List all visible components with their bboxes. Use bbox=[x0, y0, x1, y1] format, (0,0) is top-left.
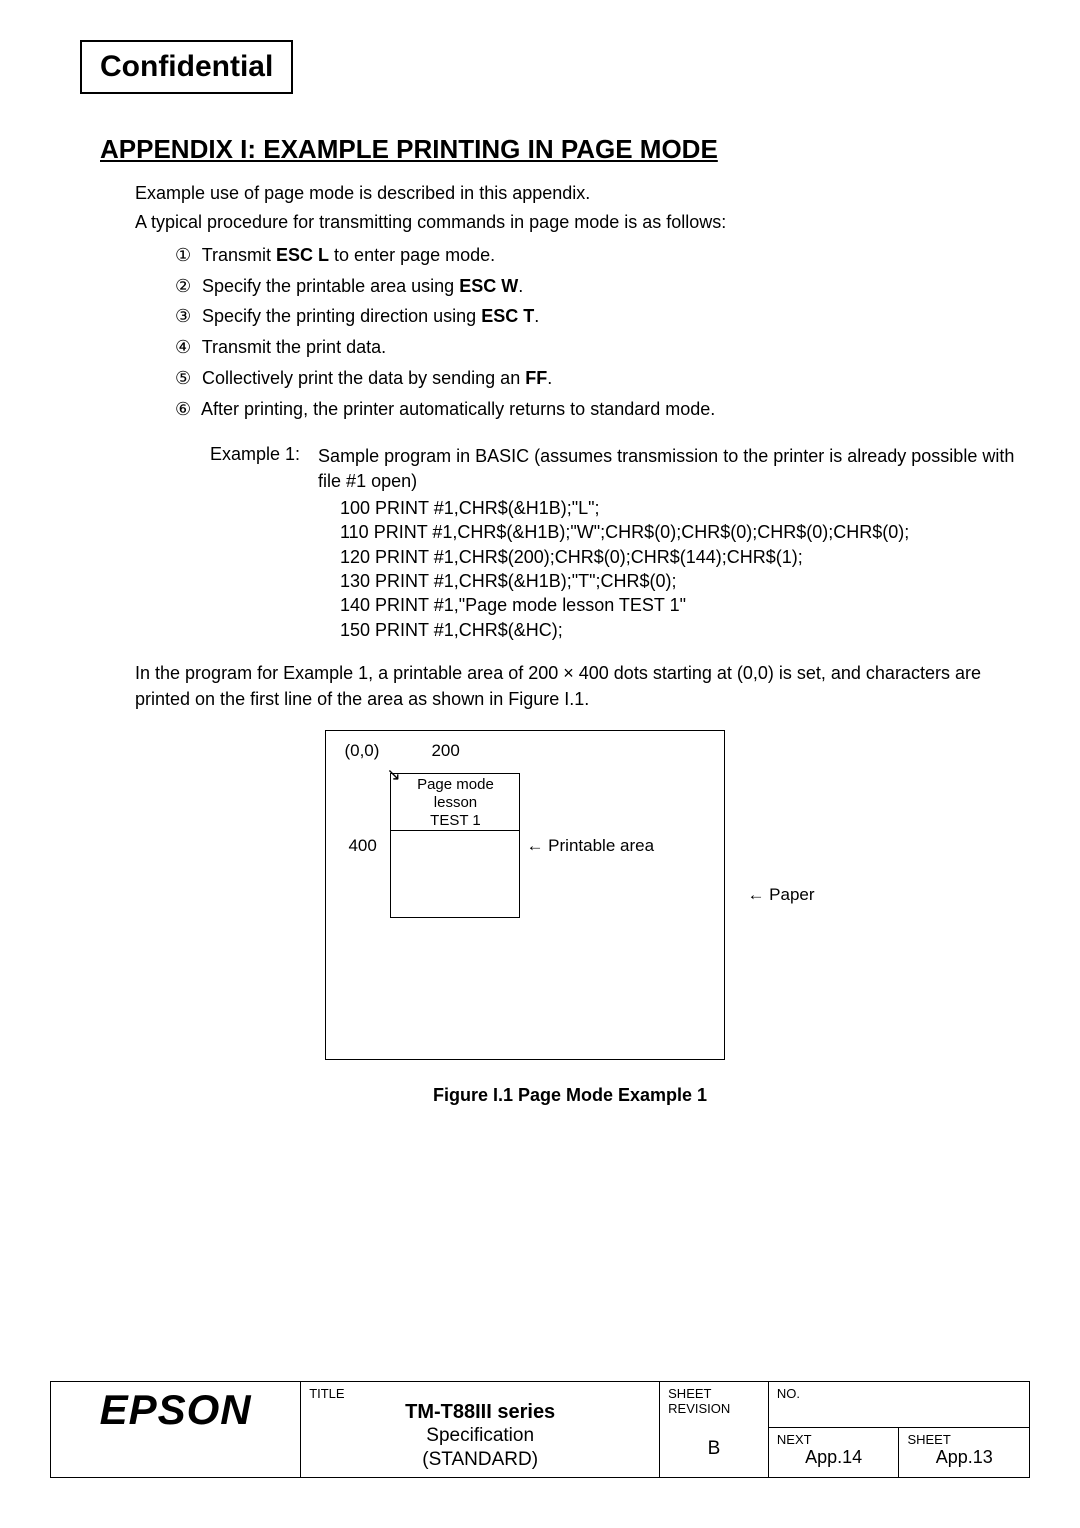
example-row: Example 1: Sample program in BASIC (assu… bbox=[210, 444, 1020, 494]
step-pre: Transmit bbox=[202, 245, 276, 265]
step-pre: Specify the printable area using bbox=[202, 276, 459, 296]
figure-caption: Figure I.1 Page Mode Example 1 bbox=[120, 1085, 1020, 1106]
example-desc: Sample program in BASIC (assumes transmi… bbox=[318, 444, 1020, 494]
step-bold: FF bbox=[525, 368, 547, 388]
step-bold: ESC L bbox=[276, 245, 329, 265]
revision-label: REVISION bbox=[668, 1401, 760, 1416]
next-cell: NEXT App.14 bbox=[768, 1428, 899, 1478]
origin-label: (0,0) bbox=[344, 741, 379, 761]
epson-logo: EPSON bbox=[59, 1386, 292, 1434]
code-line: 100 PRINT #1,CHR$(&H1B);"L"; bbox=[340, 496, 1020, 520]
example-label: Example 1: bbox=[210, 444, 300, 494]
step-1: ① Transmit ESC L to enter page mode. bbox=[175, 241, 1020, 270]
step-6: ⑥ After printing, the printer automatica… bbox=[175, 395, 1020, 424]
revision-letter: B bbox=[668, 1416, 760, 1460]
printable-box-text: Page mode lesson TEST 1 bbox=[391, 774, 519, 831]
code-block: 100 PRINT #1,CHR$(&H1B);"L"; 110 PRINT #… bbox=[340, 496, 1020, 642]
sheet-col-label: SHEET bbox=[907, 1432, 1021, 1447]
code-line: 110 PRINT #1,CHR$(&H1B);"W";CHR$(0);CHR$… bbox=[340, 520, 1020, 544]
step-pre: Collectively print the data by sending a… bbox=[202, 368, 525, 388]
step-num: ① bbox=[175, 241, 197, 270]
no-cell: NO. bbox=[768, 1381, 1029, 1428]
pb-line1: Page mode lesson bbox=[417, 776, 494, 811]
confidential-box: Confidential bbox=[80, 40, 293, 94]
procedure-intro: A typical procedure for transmitting com… bbox=[135, 212, 1020, 233]
step-num: ④ bbox=[175, 333, 197, 362]
step-pre: Transmit the print data. bbox=[202, 337, 386, 357]
paper-label: ← Paper bbox=[747, 885, 814, 905]
title-cell: TITLE TM-T88III series Specification (ST… bbox=[301, 1381, 660, 1477]
step-num: ③ bbox=[175, 302, 197, 331]
step-bold: ESC T bbox=[481, 306, 534, 326]
footer-table: EPSON TITLE TM-T88III series Specificati… bbox=[50, 1381, 1030, 1478]
title-main: TM-T88III series bbox=[309, 1401, 651, 1424]
sheet-value: App.13 bbox=[907, 1447, 1021, 1468]
no-label: NO. bbox=[777, 1386, 1021, 1401]
code-line: 150 PRINT #1,CHR$(&HC); bbox=[340, 618, 1020, 642]
code-line: 120 PRINT #1,CHR$(200);CHR$(0);CHR$(144)… bbox=[340, 545, 1020, 569]
step-post: to enter page mode. bbox=[329, 245, 495, 265]
sheet-cell: SHEET App.13 bbox=[899, 1428, 1030, 1478]
confidential-text: Confidential bbox=[100, 50, 273, 83]
step-3: ③ Specify the printing direction using E… bbox=[175, 302, 1020, 331]
step-post: . bbox=[534, 306, 539, 326]
step-4: ④ Transmit the print data. bbox=[175, 333, 1020, 362]
figure-wrap: (0,0) 200 ↘ Page mode lesson TEST 1 400 … bbox=[120, 730, 1020, 1060]
printable-area-box: Page mode lesson TEST 1 bbox=[390, 773, 520, 918]
step-num: ⑥ bbox=[175, 395, 197, 424]
title-sub2: (STANDARD) bbox=[309, 1448, 651, 1473]
step-num: ② bbox=[175, 272, 197, 301]
next-label: NEXT bbox=[777, 1432, 891, 1447]
dim-width-label: 200 bbox=[431, 741, 459, 761]
next-value: App.14 bbox=[777, 1447, 891, 1468]
title-label: TITLE bbox=[309, 1386, 651, 1401]
pb-line2: TEST 1 bbox=[430, 812, 481, 829]
paper-box: (0,0) 200 ↘ Page mode lesson TEST 1 400 … bbox=[325, 730, 725, 1060]
code-line: 140 PRINT #1,"Page mode lesson TEST 1" bbox=[340, 593, 1020, 617]
step-num: ⑤ bbox=[175, 364, 197, 393]
steps-list: ① Transmit ESC L to enter page mode. ② S… bbox=[175, 241, 1020, 424]
code-line: 130 PRINT #1,CHR$(&H1B);"T";CHR$(0); bbox=[340, 569, 1020, 593]
title-sub1: Specification bbox=[309, 1424, 651, 1449]
printable-area-label: ← Printable area bbox=[526, 836, 654, 856]
step-post: . bbox=[547, 368, 552, 388]
logo-cell: EPSON bbox=[51, 1381, 301, 1477]
step-bold: ESC W bbox=[459, 276, 518, 296]
revision-cell: SHEET REVISION B bbox=[660, 1381, 769, 1477]
program-description: In the program for Example 1, a printabl… bbox=[135, 660, 1020, 712]
dim-height-label: 400 bbox=[348, 836, 376, 856]
intro-text: Example use of page mode is described in… bbox=[135, 180, 1020, 208]
step-pre: After printing, the printer automaticall… bbox=[201, 399, 715, 419]
step-2: ② Specify the printable area using ESC W… bbox=[175, 272, 1020, 301]
step-pre: Specify the printing direction using bbox=[202, 306, 481, 326]
step-post: . bbox=[518, 276, 523, 296]
appendix-heading: APPENDIX I: EXAMPLE PRINTING IN PAGE MOD… bbox=[100, 134, 1020, 165]
sheet-label: SHEET bbox=[668, 1386, 760, 1401]
step-5: ⑤ Collectively print the data by sending… bbox=[175, 364, 1020, 393]
